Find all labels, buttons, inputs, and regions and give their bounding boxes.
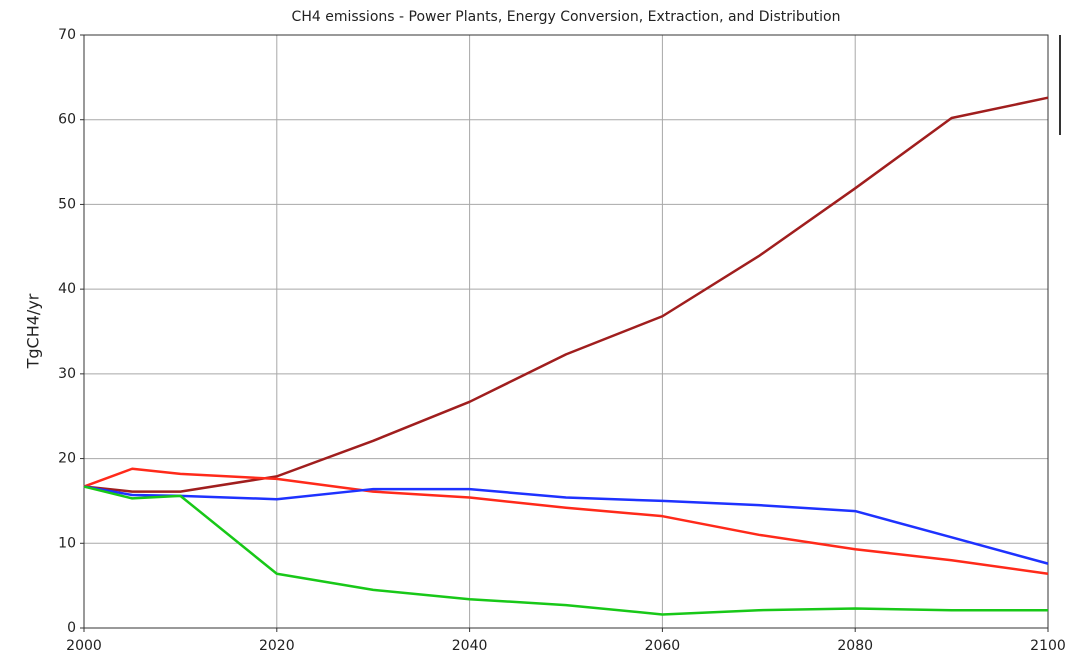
y-tick-label: 10 [58, 535, 76, 551]
x-tick-label: 2040 [452, 638, 488, 654]
chart-title: CH4 emissions - Power Plants, Energy Con… [292, 9, 841, 25]
plot-frame [83, 34, 1049, 629]
y-tick-label: 60 [58, 112, 76, 128]
series-line [83, 467, 1049, 576]
y-tick-label: 20 [58, 451, 76, 467]
y-tick-label: 50 [58, 196, 76, 212]
y-tick-label: 70 [58, 27, 76, 43]
x-tick-label: 2000 [66, 638, 102, 654]
x-tick-label: 2020 [259, 638, 295, 654]
y-tick-label: 30 [58, 366, 76, 382]
y-tick-label: 0 [67, 620, 76, 636]
x-tick-label: 2080 [837, 638, 873, 654]
series-line [83, 96, 1049, 493]
x-tick-label: 2100 [1030, 638, 1066, 654]
y-axis-label: TgCH4/yr [24, 293, 43, 369]
x-tick-label: 2060 [645, 638, 681, 654]
series-line [83, 485, 1048, 616]
y-tick-label: 40 [58, 281, 76, 297]
